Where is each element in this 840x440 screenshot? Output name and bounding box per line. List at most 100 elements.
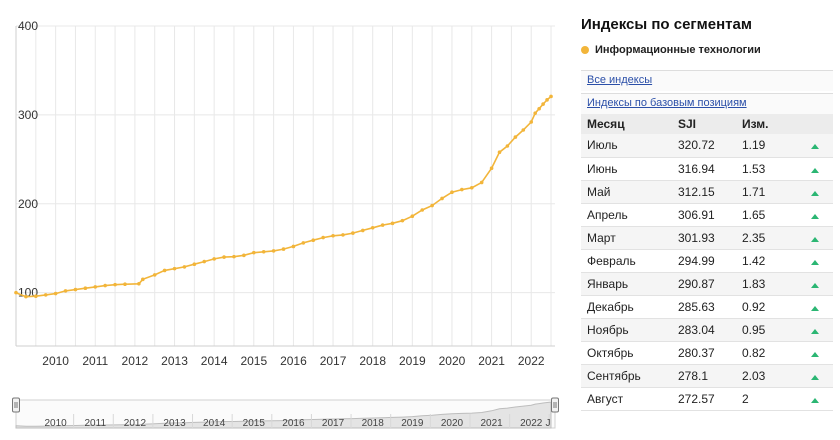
row-month: Июль [581, 134, 672, 158]
data-point [93, 285, 98, 289]
data-point [261, 249, 266, 254]
row-month: Август [581, 387, 672, 411]
table-row[interactable]: Декабрь 285.63 0.92 [581, 295, 833, 319]
row-change-value: 0.92 [736, 295, 791, 319]
table-header-row: Месяц SJI Изм. [581, 114, 833, 134]
data-point [152, 273, 157, 277]
data-point [341, 233, 345, 237]
panel-title: Индексы по сегментам [581, 16, 752, 33]
data-point [83, 286, 88, 291]
navigator-year-label: 2019 [401, 418, 424, 429]
table-row[interactable]: Май 312.15 1.71 [581, 180, 833, 204]
all-indexes-row: Все индексы [581, 70, 833, 91]
row-trend [791, 157, 833, 181]
trend-up-icon [811, 282, 819, 288]
row-sji-value: 294.99 [672, 249, 736, 273]
row-change-value: 1.83 [736, 272, 791, 296]
trend-up-icon [811, 351, 819, 357]
row-trend [791, 318, 833, 342]
data-point [212, 257, 216, 261]
data-point [450, 190, 454, 195]
x-tick-label: 2020 [439, 354, 466, 368]
table-row[interactable]: Июль 320.72 1.19 [581, 134, 833, 158]
table-row[interactable]: Январь 290.87 1.83 [581, 272, 833, 296]
data-point [460, 187, 464, 192]
navigator-year-label: 2020 [441, 418, 464, 429]
x-tick-label: 2014 [201, 354, 228, 368]
sji-chart: 400 300 200 100 2010 2011 2012 2013 2014 2015 2016… [12, 19, 559, 429]
data-point [533, 111, 537, 115]
navigator-year-label: 2014 [203, 418, 226, 429]
legend-dot-icon [581, 46, 589, 54]
data-point [281, 247, 286, 251]
x-tick-label: 2019 [399, 354, 426, 368]
series-line [15, 95, 552, 298]
table-row[interactable]: Сентябрь 278.1 2.03 [581, 364, 833, 388]
row-change-value: 2 [736, 387, 791, 411]
navigator-year-label: 2016 [282, 418, 305, 429]
row-sji-value: 320.72 [672, 134, 736, 158]
table-row[interactable]: Апрель 306.91 1.65 [581, 203, 833, 227]
data-point [497, 150, 502, 155]
column-header-change[interactable]: Изм. [736, 114, 791, 134]
data-point [63, 289, 68, 293]
row-sji-value: 278.1 [672, 364, 736, 388]
x-tick-label: 2012 [122, 354, 149, 368]
row-change-value: 1.19 [736, 134, 791, 158]
x-tick-label: 2018 [359, 354, 386, 368]
navigator-year-label: 2021 [480, 418, 503, 429]
table-row[interactable]: Февраль 294.99 1.42 [581, 249, 833, 273]
table-row[interactable]: Август 272.57 2 [581, 387, 833, 411]
x-tick-label: 2021 [478, 354, 505, 368]
navigator-year-label: 2018 [362, 418, 385, 429]
navigator-handle-right[interactable] [551, 397, 559, 413]
column-header-trend [791, 114, 833, 134]
column-header-sji[interactable]: SJI [672, 114, 736, 134]
base-indexes-link[interactable]: Индексы по базовым позициям [587, 97, 747, 109]
row-sji-value: 290.87 [672, 272, 736, 296]
data-point [351, 231, 355, 235]
navigator-year-label: 2012 [124, 418, 147, 429]
navigator-handle-left[interactable] [12, 397, 20, 413]
x-tick-label: 2010 [42, 354, 69, 368]
data-point [469, 185, 474, 190]
legend-item[interactable]: Информационные технологии [581, 44, 761, 56]
trend-up-icon [811, 259, 819, 265]
row-month: Ноябрь [581, 318, 672, 342]
row-sji-value: 283.04 [672, 318, 736, 342]
y-tick-label: 400 [18, 19, 38, 33]
y-tick-label: 300 [18, 108, 38, 122]
data-point [271, 249, 276, 253]
trend-up-icon [811, 144, 819, 150]
data-point [521, 128, 526, 132]
data-point [420, 208, 425, 212]
trend-up-icon [811, 236, 819, 242]
table-row[interactable]: Июнь 316.94 1.53 [581, 157, 833, 181]
data-point [513, 135, 518, 139]
legend-label: Информационные технологии [595, 44, 761, 56]
data-point [390, 221, 395, 226]
all-indexes-link[interactable]: Все индексы [587, 74, 653, 86]
data-point [14, 290, 18, 295]
data-point [53, 291, 58, 296]
column-header-month[interactable]: Месяц [581, 114, 672, 134]
navigator-series-area [15, 401, 552, 429]
row-sji-value: 285.63 [672, 295, 736, 319]
data-point [137, 281, 141, 286]
navigator-year-label: 2011 [85, 418, 107, 429]
x-tick-label: 2013 [161, 354, 188, 368]
navigator-year-label: 2013 [163, 418, 186, 429]
row-month: Январь [581, 272, 672, 296]
y-tick-label: 200 [18, 197, 38, 211]
row-trend [791, 387, 833, 411]
row-change-value: 2.35 [736, 226, 791, 250]
x-tick-label: 2017 [320, 354, 347, 368]
row-trend [791, 249, 833, 273]
index-table: Месяц SJI Изм. Июль 320.72 1.19 Июнь 316.94 1… [581, 114, 833, 411]
data-point [34, 294, 38, 299]
row-trend [791, 203, 833, 227]
table-row[interactable]: Март 301.93 2.35 [581, 226, 833, 250]
table-row[interactable]: Октябрь 280.37 0.82 [581, 341, 833, 365]
navigator-year-label: 2015 [243, 418, 266, 429]
table-row[interactable]: Ноябрь 283.04 0.95 [581, 318, 833, 342]
